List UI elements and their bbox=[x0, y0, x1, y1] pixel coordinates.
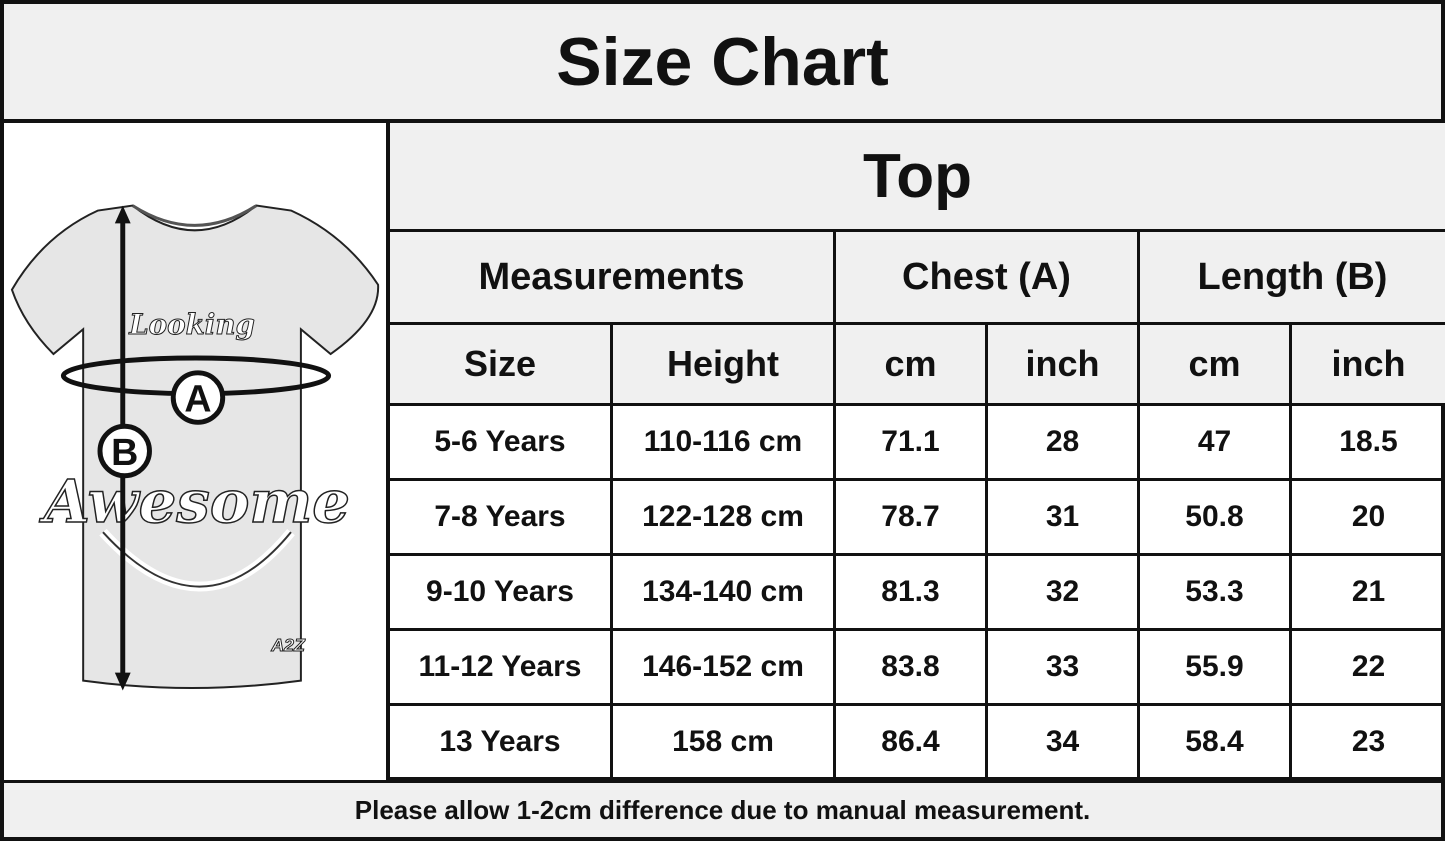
column-header: Size bbox=[390, 325, 613, 406]
table-cell: 13 Years bbox=[390, 706, 613, 780]
table-cell: 81.3 bbox=[836, 556, 988, 631]
table-cell: 86.4 bbox=[836, 706, 988, 780]
table-cell: 28 bbox=[988, 406, 1140, 481]
table-cell: 9-10 Years bbox=[390, 556, 613, 631]
column-header: Height bbox=[613, 325, 836, 406]
table-cell: 7-8 Years bbox=[390, 481, 613, 556]
table-cell: 23 bbox=[1292, 706, 1445, 780]
table-cell: 58.4 bbox=[1140, 706, 1292, 780]
table-cell: 53.3 bbox=[1140, 556, 1292, 631]
table-cell: 22 bbox=[1292, 631, 1445, 706]
table-cell: 110-116 cm bbox=[613, 406, 836, 481]
shirt-text-looking: Looking bbox=[128, 308, 255, 341]
marker-b bbox=[97, 423, 152, 479]
footer-note: Please allow 1-2cm difference due to man… bbox=[4, 780, 1441, 837]
shirt-text-awesome: Awesome bbox=[39, 467, 350, 537]
column-header: cm bbox=[1140, 325, 1292, 406]
table-cell: 78.7 bbox=[836, 481, 988, 556]
column-header: inch bbox=[988, 325, 1140, 406]
group-header: Measurements bbox=[390, 232, 836, 325]
table-cell: 11-12 Years bbox=[390, 631, 613, 706]
column-header: cm bbox=[836, 325, 988, 406]
table-cell: 5-6 Years bbox=[390, 406, 613, 481]
section-title: Top bbox=[390, 123, 1445, 232]
table-cell: 134-140 cm bbox=[613, 556, 836, 631]
table-cell: 47 bbox=[1140, 406, 1292, 481]
tshirt-illustration: Looking Awesome A2Z A B bbox=[4, 123, 390, 780]
group-header: Chest (A) bbox=[836, 232, 1140, 325]
table-cell: 71.1 bbox=[836, 406, 988, 481]
brand-logo: A2Z bbox=[270, 635, 306, 655]
table-cell: 20 bbox=[1292, 481, 1445, 556]
table-cell: 18.5 bbox=[1292, 406, 1445, 481]
group-header: Length (B) bbox=[1140, 232, 1445, 325]
table-cell: 33 bbox=[988, 631, 1140, 706]
marker-a bbox=[170, 370, 226, 425]
table-cell: 158 cm bbox=[613, 706, 836, 780]
svg-text:B: B bbox=[111, 431, 138, 473]
table-cell: 31 bbox=[988, 481, 1140, 556]
table-cell: 32 bbox=[988, 556, 1140, 631]
table-cell: 146-152 cm bbox=[613, 631, 836, 706]
svg-text:A: A bbox=[184, 377, 211, 419]
table-cell: 21 bbox=[1292, 556, 1445, 631]
page-title: Size Chart bbox=[4, 4, 1441, 123]
column-header: inch bbox=[1292, 325, 1445, 406]
table-cell: 83.8 bbox=[836, 631, 988, 706]
table-cell: 122-128 cm bbox=[613, 481, 836, 556]
table-cell: 50.8 bbox=[1140, 481, 1292, 556]
table-cell: 34 bbox=[988, 706, 1140, 780]
table-cell: 55.9 bbox=[1140, 631, 1292, 706]
